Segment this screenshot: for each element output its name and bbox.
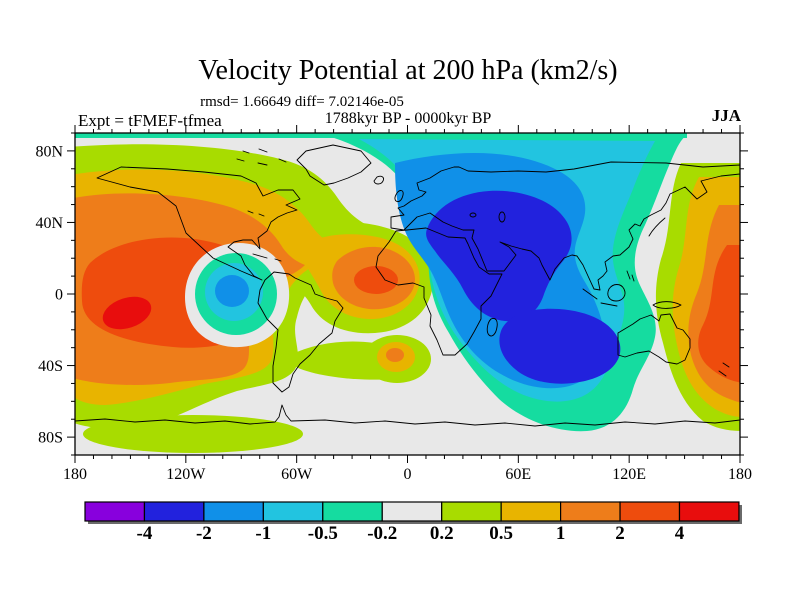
colorbar-cell <box>500 501 562 522</box>
x-axis-tick-label: 60W <box>281 466 313 483</box>
colorbar-label: 0.2 <box>430 523 454 544</box>
colorbar-labels: -4 -2 -1 -0.5 -0.2 0.2 0.5 1 2 4 <box>137 523 685 544</box>
contour-fill-southern-ocean-green <box>83 415 303 453</box>
y-axis-tick-label: 40S <box>38 358 63 375</box>
map-area: 180 120W 60W 0 60E 120E 180 80N 40N 0 40… <box>35 125 752 483</box>
x-axis-tick-label: 180 <box>63 466 87 483</box>
axis-ticks <box>67 125 748 463</box>
colorbar-cell <box>84 501 146 522</box>
plot-title: Velocity Potential at 200 hPa (km2/s) <box>198 55 617 86</box>
antarctica-coastline <box>75 404 740 427</box>
colorbar-label: -0.2 <box>367 523 397 544</box>
x-axis-tick-label: 60E <box>505 466 531 483</box>
x-axis-tick-label: 120W <box>166 466 206 483</box>
y-axis-tick-label: 40N <box>35 215 63 232</box>
colorbar-label: -1 <box>255 523 271 544</box>
contour-fill-north-darkblue <box>426 190 572 322</box>
colorbar-cell <box>203 501 264 522</box>
stats-readout: rmsd= 1.66649 diff= 7.02146e-05 <box>200 94 404 110</box>
colorbar-cells <box>84 501 740 522</box>
colorbar-label: 2 <box>615 523 625 544</box>
season-label: JJA <box>712 106 742 125</box>
colorbar: -4 -2 -1 -0.5 -0.2 0.2 0.5 1 2 4 <box>84 501 742 544</box>
period-label: 1788kyr BP - 0000kyr BP <box>325 110 492 127</box>
y-axis-labels: 80N 40N 0 40S 80S <box>35 143 63 446</box>
contour-fill-wpac-orangered <box>698 245 740 383</box>
contour-fill-atlantic-orangered <box>354 266 398 294</box>
colorbar-cell <box>143 501 205 522</box>
contour-fill-pacific-red-max <box>102 296 152 330</box>
x-axis-tick-label: 0 <box>404 466 412 483</box>
colorbar-cell <box>262 501 324 522</box>
contour-fill-satlantic-orange <box>386 348 404 362</box>
y-axis-tick-label: 80N <box>35 143 63 160</box>
x-axis-labels: 180 120W 60W 0 60E 120E 180 <box>63 466 752 483</box>
colorbar-cell <box>619 501 681 522</box>
colorbar-label: 4 <box>675 523 685 544</box>
experiment-label: Expt = tFMEF-tfmea <box>78 111 222 130</box>
colorbar-label: -4 <box>137 523 153 544</box>
colorbar-label: -2 <box>196 523 212 544</box>
colorbar-cell <box>678 501 740 522</box>
coastlines <box>96 144 740 393</box>
colorbar-label: 1 <box>556 523 566 544</box>
colorbar-label: 0.5 <box>489 523 513 544</box>
y-axis-tick-label: 0 <box>55 287 63 304</box>
x-axis-tick-label: 180 <box>728 466 752 483</box>
colorbar-cell <box>441 501 502 522</box>
contour-fills <box>75 133 740 455</box>
colorbar-cell <box>322 501 383 522</box>
contour-fill-sindian-darkblue <box>499 308 621 384</box>
x-axis-tick-label: 120E <box>612 466 646 483</box>
contour-fill-epac-blue <box>215 275 249 307</box>
colorbar-cell <box>560 501 621 522</box>
colorbar-label: -0.5 <box>308 523 338 544</box>
colorbar-cell <box>381 501 443 522</box>
y-axis-tick-label: 80S <box>38 430 63 447</box>
